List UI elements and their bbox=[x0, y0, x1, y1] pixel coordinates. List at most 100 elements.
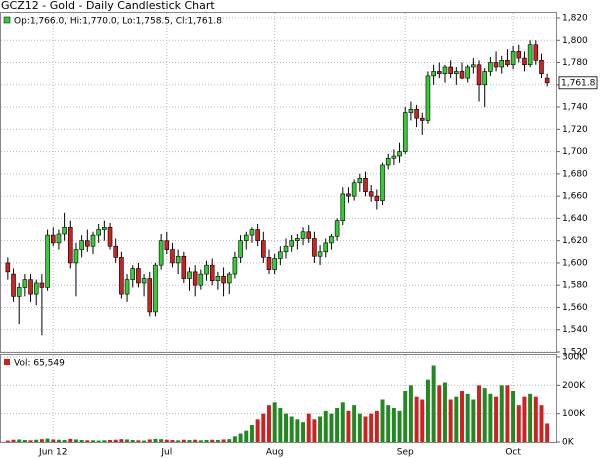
candle-body bbox=[243, 234, 249, 241]
volume-bar bbox=[96, 440, 101, 442]
volume-bar bbox=[130, 440, 135, 442]
volume-bar bbox=[335, 408, 340, 442]
candle-body bbox=[323, 242, 329, 253]
volume-bar bbox=[482, 388, 487, 442]
candle-body bbox=[62, 227, 67, 235]
candle-body bbox=[261, 240, 266, 258]
candle-body bbox=[471, 64, 476, 68]
volume-bar bbox=[181, 439, 186, 442]
volume-bar bbox=[102, 440, 107, 442]
y-tick-label: 1,620 bbox=[562, 236, 588, 246]
candle-body bbox=[33, 282, 39, 295]
volume-bar bbox=[238, 433, 243, 442]
volume-bar bbox=[266, 405, 271, 442]
y-tick-label: 0K bbox=[562, 438, 575, 448]
volume-bar bbox=[198, 440, 203, 442]
candle-body bbox=[266, 257, 272, 270]
volume-bar bbox=[318, 416, 323, 442]
volume-bar bbox=[511, 391, 516, 442]
y-tick-label: 1,800 bbox=[562, 36, 588, 46]
y-tick-label: 1,780 bbox=[562, 58, 588, 68]
volume-bar bbox=[323, 410, 328, 442]
volume-bar bbox=[477, 385, 482, 442]
volume-bar bbox=[312, 419, 317, 442]
x-tick-label: Aug bbox=[266, 448, 284, 458]
chart-title: GCZ12 - Gold - Daily Candlestick Chart bbox=[1, 0, 215, 12]
volume-bar bbox=[125, 439, 130, 442]
volume-bar bbox=[505, 385, 510, 442]
volume-bar bbox=[170, 440, 175, 442]
volume-bar bbox=[193, 439, 198, 442]
volume-bar bbox=[329, 413, 334, 442]
candle-body bbox=[306, 231, 312, 239]
candle-body bbox=[16, 287, 22, 297]
candle-body bbox=[272, 258, 277, 270]
volume-bar bbox=[108, 440, 113, 442]
legend-swatch bbox=[3, 16, 11, 24]
candle-body bbox=[289, 240, 294, 247]
y-tick-label: 300K bbox=[562, 353, 586, 363]
candle-body bbox=[147, 278, 153, 313]
candle-body bbox=[124, 279, 130, 295]
volume-bar bbox=[249, 425, 254, 442]
candle-body bbox=[488, 62, 493, 72]
y-tick-label: 1,580 bbox=[562, 281, 588, 291]
candle-body bbox=[209, 264, 215, 282]
volume-bar bbox=[176, 440, 181, 442]
volume-bar bbox=[488, 393, 493, 442]
volume-frame bbox=[0, 354, 557, 443]
volume-bar bbox=[369, 413, 374, 442]
candle-body bbox=[90, 234, 96, 247]
volume-bar bbox=[494, 396, 499, 442]
volume-bar bbox=[22, 440, 27, 442]
volume-bar bbox=[420, 399, 425, 442]
candle-body bbox=[357, 178, 363, 184]
candle-body bbox=[340, 193, 346, 221]
volume-bar bbox=[34, 439, 39, 442]
volume-bar bbox=[545, 423, 550, 442]
volume-bar bbox=[255, 419, 260, 442]
volume-bar bbox=[301, 422, 306, 442]
candle-body bbox=[158, 240, 164, 266]
volume-bar bbox=[516, 405, 521, 442]
candle-body bbox=[414, 108, 419, 119]
volume-bar bbox=[295, 419, 300, 442]
volume-bar bbox=[113, 439, 118, 442]
volume-bar bbox=[39, 439, 44, 442]
volume-bar bbox=[187, 440, 192, 442]
volume-bar bbox=[45, 438, 50, 442]
candle-body bbox=[448, 66, 453, 74]
candle-body bbox=[96, 229, 101, 236]
volume-bar bbox=[204, 440, 209, 442]
candle-body bbox=[391, 155, 397, 159]
candle-body bbox=[419, 117, 425, 121]
y-tick-label: 1,720 bbox=[562, 125, 588, 135]
price-frame bbox=[0, 12, 557, 353]
volume-bar bbox=[471, 399, 476, 442]
candle-body bbox=[85, 240, 90, 247]
volume-bar bbox=[17, 439, 22, 442]
volume-bar bbox=[11, 439, 16, 442]
candle-body bbox=[312, 238, 317, 257]
volume-bar bbox=[79, 440, 84, 442]
volume-bar bbox=[153, 438, 158, 442]
candle-body bbox=[442, 66, 448, 74]
candle-body bbox=[11, 273, 16, 297]
volume-bar bbox=[539, 405, 544, 442]
candle-body bbox=[510, 51, 516, 66]
y-tick-label: 1,520 bbox=[562, 348, 588, 358]
candle-body bbox=[317, 251, 323, 257]
volume-bar bbox=[232, 436, 237, 442]
candle-body bbox=[334, 220, 340, 237]
legend: Vol: 65,549 bbox=[14, 359, 65, 369]
last-price-label: 1,761.8 bbox=[561, 78, 596, 88]
candle-body bbox=[363, 178, 368, 192]
volume-bar bbox=[68, 438, 73, 442]
candle-body bbox=[187, 271, 192, 279]
volume-bar bbox=[119, 439, 124, 442]
candle-body bbox=[181, 255, 187, 279]
candle-body bbox=[425, 75, 431, 121]
candle-body bbox=[493, 62, 499, 68]
volume-bar bbox=[391, 408, 396, 442]
volume-bar bbox=[56, 439, 61, 442]
